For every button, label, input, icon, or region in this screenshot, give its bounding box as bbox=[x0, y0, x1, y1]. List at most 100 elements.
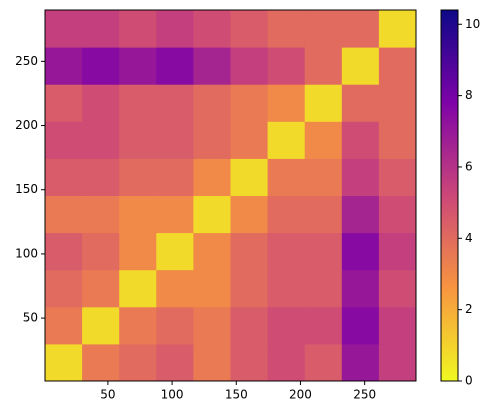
heatmap-cell bbox=[119, 158, 157, 196]
heatmap-cell bbox=[304, 84, 343, 122]
heatmap-cell bbox=[341, 10, 380, 48]
heatmap-cell bbox=[378, 195, 417, 234]
heatmap-cell bbox=[230, 10, 269, 48]
colorbar-tick-label: 0 bbox=[465, 374, 473, 388]
heatmap-cell bbox=[304, 343, 343, 382]
heatmap-cell bbox=[45, 10, 83, 48]
heatmap-cell bbox=[156, 269, 194, 308]
heatmap-cell bbox=[82, 84, 120, 122]
heatmap-cell bbox=[341, 195, 380, 234]
heatmap-cell bbox=[230, 121, 269, 159]
heatmap-cell bbox=[193, 306, 231, 345]
heatmap-cell bbox=[82, 232, 120, 271]
heatmap-cell bbox=[193, 269, 231, 308]
heatmap-cell bbox=[230, 84, 269, 122]
heatmap-cell bbox=[193, 158, 231, 196]
heatmap-cell bbox=[45, 269, 83, 308]
heatmap-cell bbox=[82, 343, 120, 382]
plot-frame bbox=[44, 9, 417, 382]
heatmap-cell bbox=[267, 10, 306, 48]
heatmap-cell bbox=[156, 306, 194, 345]
heatmap-cell bbox=[82, 269, 120, 308]
heatmap-cell bbox=[267, 343, 306, 382]
heatmap-cell bbox=[304, 269, 343, 308]
heatmap-cell bbox=[82, 195, 120, 234]
heatmap-cell bbox=[341, 121, 380, 159]
x-tick-label: 250 bbox=[353, 388, 376, 402]
heatmap-cell bbox=[119, 269, 157, 308]
heatmap-cell bbox=[156, 121, 194, 159]
heatmap-cell bbox=[378, 121, 417, 159]
heatmap-cell bbox=[230, 269, 269, 308]
heatmap-cell bbox=[230, 47, 269, 85]
heatmap-cell bbox=[267, 158, 306, 196]
heatmap-cell bbox=[45, 84, 83, 122]
y-tick-label: 250 bbox=[15, 54, 38, 68]
heatmap-cell bbox=[45, 121, 83, 159]
heatmap-cell bbox=[267, 269, 306, 308]
heatmap-cell bbox=[267, 232, 306, 271]
heatmap-cell bbox=[267, 306, 306, 345]
heatmap-cell bbox=[156, 47, 194, 85]
heatmap-cell bbox=[378, 84, 417, 122]
heatmap-cell bbox=[119, 47, 157, 85]
heatmap-cell bbox=[267, 195, 306, 234]
x-tick-label: 200 bbox=[289, 388, 312, 402]
heatmap-cell bbox=[304, 47, 343, 85]
heatmap-cell bbox=[304, 121, 343, 159]
heatmap-cell bbox=[230, 232, 269, 271]
heatmap-cell bbox=[45, 195, 83, 234]
heatmap-cell bbox=[82, 47, 120, 85]
heatmap-cell bbox=[378, 306, 417, 345]
heatmap-cell bbox=[156, 10, 194, 48]
heatmap-cell bbox=[341, 306, 380, 345]
heatmap-cell bbox=[193, 10, 231, 48]
heatmap-cell bbox=[156, 158, 194, 196]
x-tick-label: 50 bbox=[100, 388, 115, 402]
heatmap-cell bbox=[341, 269, 380, 308]
heatmap-cell bbox=[267, 47, 306, 85]
heatmap-cell bbox=[82, 10, 120, 48]
heatmap-cell bbox=[193, 84, 231, 122]
y-tick-label: 200 bbox=[15, 118, 38, 132]
heatmap-cell bbox=[230, 195, 269, 234]
colorbar bbox=[440, 9, 459, 382]
heatmap-cell bbox=[230, 306, 269, 345]
heatmap-cell bbox=[193, 343, 231, 382]
heatmap-cell bbox=[82, 121, 120, 159]
y-tick-label: 150 bbox=[15, 182, 38, 196]
heatmap-cell bbox=[119, 343, 157, 382]
colorbar-tick-label: 6 bbox=[465, 159, 473, 173]
y-tick-label: 100 bbox=[15, 246, 38, 260]
heatmap-cell bbox=[119, 84, 157, 122]
heatmap-cell bbox=[45, 47, 83, 85]
x-tick-label: 100 bbox=[161, 388, 184, 402]
y-tick-label: 50 bbox=[23, 311, 38, 325]
heatmap-cell bbox=[341, 47, 380, 85]
heatmap-cell bbox=[304, 158, 343, 196]
heatmap-cell bbox=[378, 232, 417, 271]
colorbar-tick-label: 8 bbox=[465, 88, 473, 102]
heatmap-cell bbox=[378, 269, 417, 308]
heatmap-cell bbox=[304, 10, 343, 48]
heatmap-cell bbox=[304, 306, 343, 345]
heatmap-cell bbox=[119, 306, 157, 345]
heatmap-cell bbox=[119, 195, 157, 234]
heatmap-cell bbox=[156, 84, 194, 122]
heatmap-cell bbox=[82, 158, 120, 196]
x-tick-label: 150 bbox=[225, 388, 248, 402]
heatmap-cell bbox=[193, 121, 231, 159]
heatmap-cell bbox=[156, 343, 194, 382]
heatmap-cell bbox=[267, 84, 306, 122]
heatmap-cell bbox=[82, 306, 120, 345]
colorbar-tick-label: 2 bbox=[465, 302, 473, 316]
heatmap-cell bbox=[341, 343, 380, 382]
heatmap-cell bbox=[378, 343, 417, 382]
heatmap-cell bbox=[156, 195, 194, 234]
heatmap-cell bbox=[341, 158, 380, 196]
heatmap-cell bbox=[304, 195, 343, 234]
heatmap-cell bbox=[378, 47, 417, 85]
heatmap-cell bbox=[230, 343, 269, 382]
heatmap-cell bbox=[45, 306, 83, 345]
heatmap-cell bbox=[119, 10, 157, 48]
